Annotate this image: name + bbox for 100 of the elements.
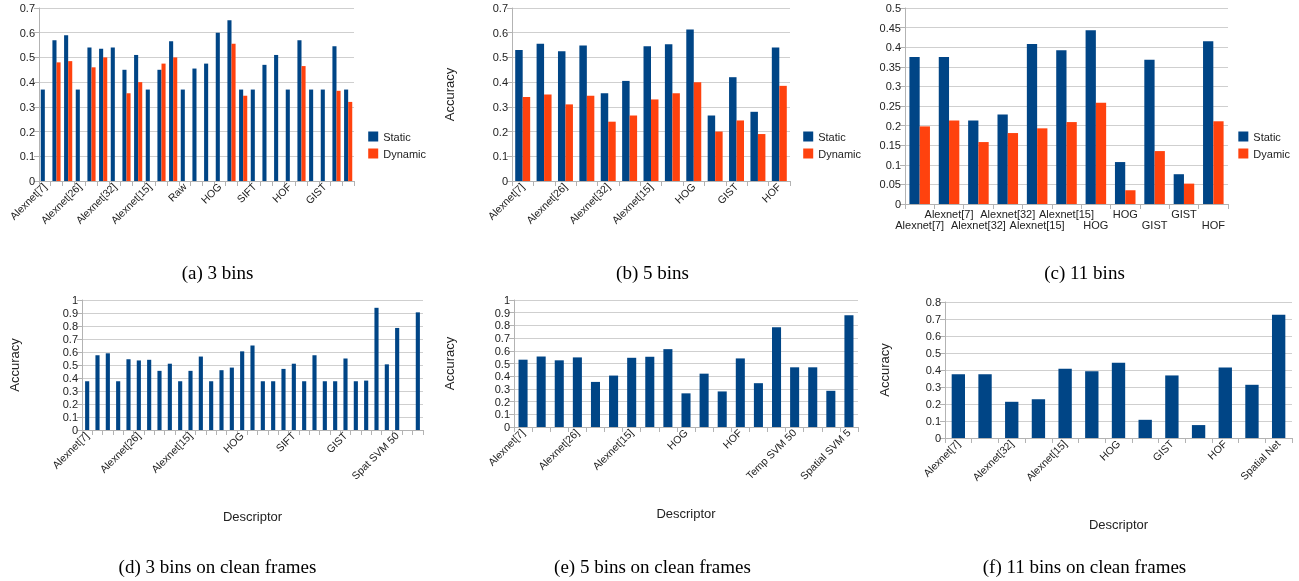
bar	[262, 64, 267, 181]
bar	[180, 89, 185, 181]
y-tick-label: 0.1	[492, 150, 508, 163]
bar	[395, 327, 400, 430]
bar	[85, 381, 90, 430]
text: (e) 5 bins on clean frames	[554, 556, 751, 578]
bar	[322, 381, 327, 430]
bar	[297, 40, 302, 181]
bar	[518, 359, 528, 427]
bar	[384, 364, 389, 430]
bar	[1037, 128, 1048, 204]
bar	[1005, 401, 1019, 438]
bar	[586, 95, 595, 181]
bar	[978, 374, 992, 438]
y-tick-label: 0.3	[492, 100, 508, 113]
bar	[608, 121, 616, 181]
bar	[110, 47, 115, 181]
y-tick-label: 0.45	[879, 21, 901, 34]
x-axis-title: Descriptor	[222, 509, 283, 524]
bar	[1183, 183, 1195, 204]
bar	[116, 381, 121, 430]
y-axis-title: Accuracy	[442, 336, 457, 391]
bar	[157, 69, 162, 181]
bar	[643, 46, 651, 181]
x-tick-label: Alexnet[32]	[950, 218, 1006, 231]
x-axis-title: Descriptor	[1088, 517, 1149, 532]
x-tick-label: Alexnet[15]	[1009, 218, 1065, 231]
bar	[1165, 375, 1179, 438]
bar	[1007, 133, 1019, 204]
y-tick-label: 0.6	[925, 330, 941, 342]
bar	[1085, 30, 1096, 204]
bar	[343, 358, 348, 430]
bar	[757, 134, 766, 181]
bar	[1144, 59, 1155, 204]
y-tick-label: 0.1	[62, 411, 78, 423]
x-tick-label: GIST	[1171, 207, 1198, 220]
bar	[126, 359, 131, 430]
bar	[204, 63, 209, 181]
bar	[707, 115, 716, 181]
bar	[285, 89, 290, 181]
bar	[1085, 371, 1099, 438]
bar	[188, 370, 193, 430]
y-tick-label: 0.8	[62, 320, 78, 332]
bar	[320, 89, 325, 181]
y-tick-label: 0.7	[62, 333, 78, 345]
bar	[771, 47, 780, 181]
bar	[699, 373, 709, 427]
bar	[627, 357, 637, 427]
bar	[909, 57, 920, 204]
bar	[1203, 41, 1214, 204]
bar	[309, 89, 314, 181]
bar	[167, 363, 172, 430]
y-tick-label: 0.2	[492, 125, 508, 138]
bar	[750, 111, 758, 181]
bar	[1058, 368, 1072, 438]
bar	[122, 69, 127, 181]
x-tick-label: Alexnet[7]	[924, 207, 974, 220]
bar	[229, 367, 234, 430]
bar	[227, 20, 232, 181]
bar	[515, 50, 523, 181]
bar	[40, 89, 45, 181]
bar	[353, 381, 358, 430]
bar	[301, 66, 306, 181]
bar	[291, 363, 296, 430]
x-tick-label: GIST	[1141, 218, 1168, 231]
bar	[522, 96, 531, 181]
bar	[951, 374, 966, 438]
y-tick-label: 0.9	[62, 307, 78, 319]
y-tick-label: 0.9	[494, 306, 510, 319]
bar	[271, 381, 276, 430]
y-tick-label: 0.4	[885, 41, 901, 54]
bar	[1066, 122, 1077, 204]
bar	[968, 120, 979, 204]
bar	[333, 381, 338, 430]
y-tick-label: 0.25	[879, 100, 901, 112]
x-tick-label: Alexnet[7]	[895, 218, 945, 231]
bar	[1056, 50, 1067, 204]
bar	[178, 381, 183, 430]
y-tick-label: 0.15	[879, 139, 901, 152]
y-tick-label: 0.7	[494, 332, 510, 345]
bar	[103, 57, 108, 181]
bar	[651, 99, 659, 181]
bar	[808, 367, 818, 427]
bar	[1125, 190, 1136, 204]
bar	[1213, 121, 1224, 204]
bar	[169, 41, 174, 181]
bar	[557, 51, 566, 181]
legend-label: Dyamic	[1253, 147, 1291, 160]
y-tick-label: 0.05	[879, 178, 901, 191]
y-tick-label: 0.2	[19, 125, 35, 138]
bar	[145, 89, 150, 181]
bar	[919, 126, 930, 204]
bar	[56, 62, 61, 181]
bar	[198, 356, 203, 430]
y-tick-label: 1	[71, 294, 78, 306]
bar	[75, 89, 80, 181]
y-tick-label: 0.7	[925, 313, 941, 325]
bar	[1031, 399, 1046, 438]
bar	[735, 358, 745, 427]
bar	[1138, 419, 1152, 438]
